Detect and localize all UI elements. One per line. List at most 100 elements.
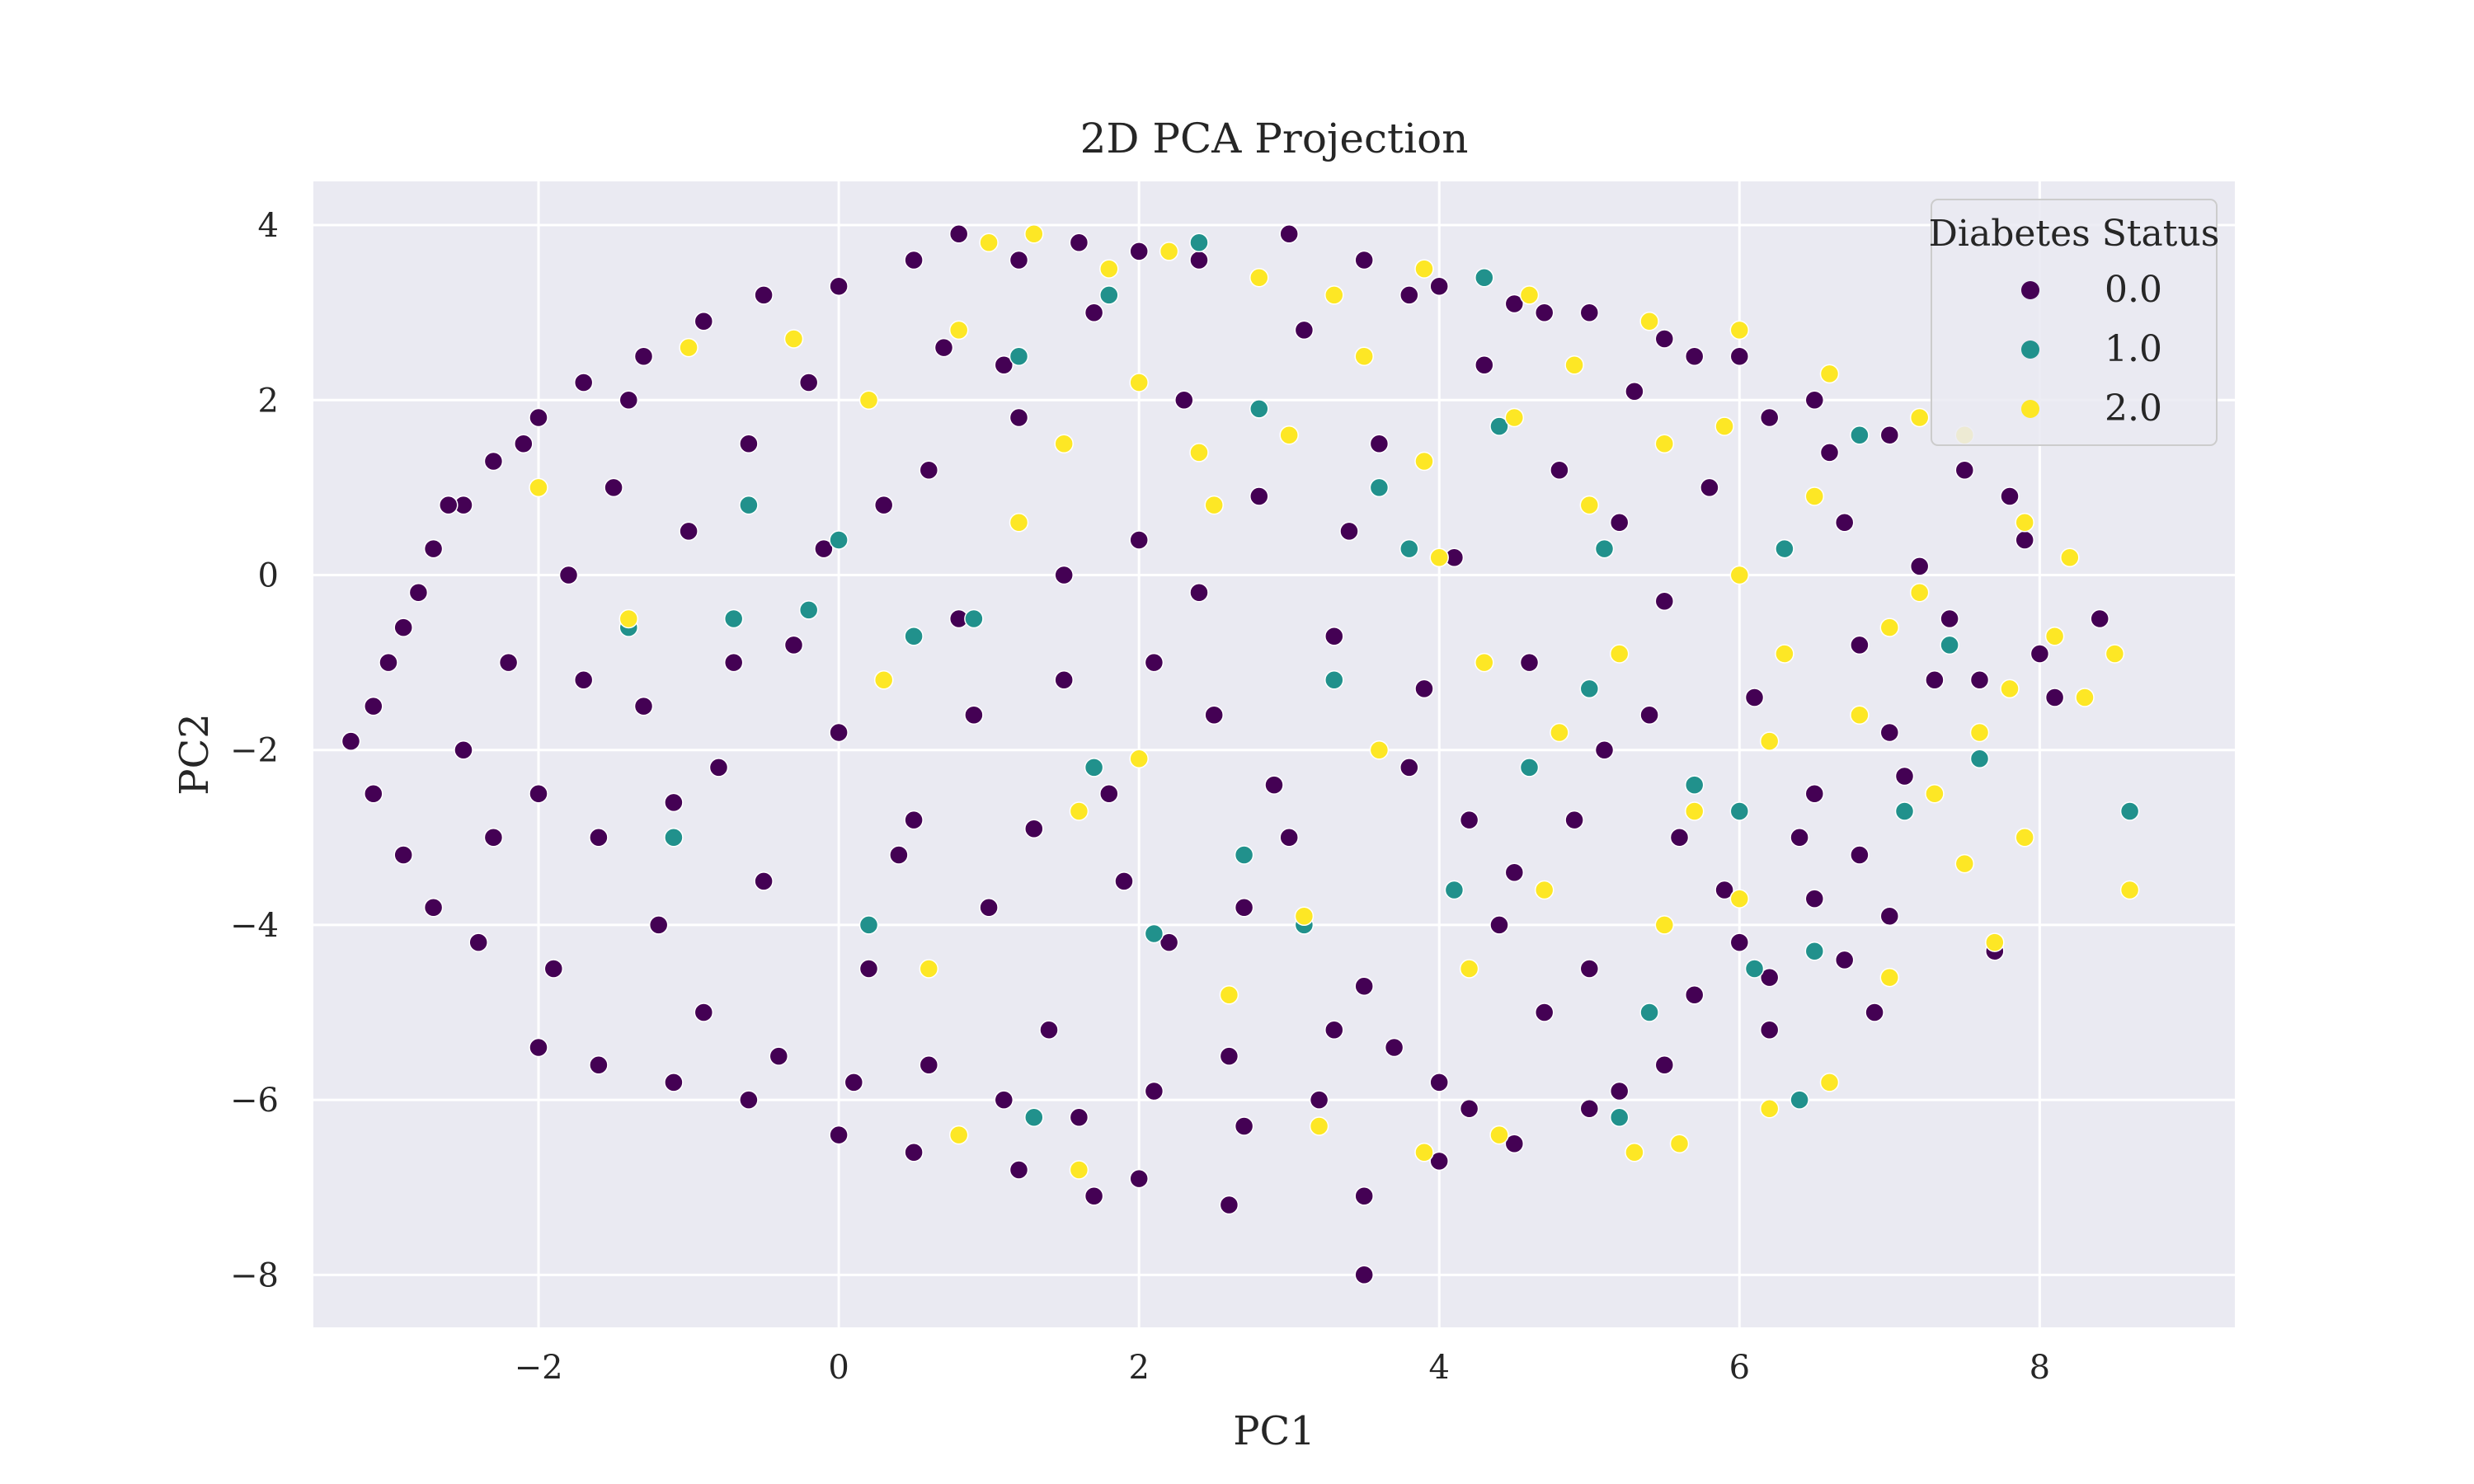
scatter-point bbox=[1819, 364, 1840, 384]
scatter-point bbox=[2119, 880, 2140, 900]
scatter-point bbox=[1534, 1003, 1554, 1022]
scatter-point bbox=[1475, 652, 1494, 673]
scatter-point bbox=[1594, 538, 1615, 559]
series-0.0 bbox=[341, 223, 2109, 1285]
x-tick-label: −2 bbox=[515, 1349, 563, 1387]
scatter-point bbox=[1354, 1186, 1374, 1206]
scatter-point bbox=[393, 618, 413, 637]
scatter-point bbox=[1954, 853, 1975, 874]
plot-area bbox=[313, 181, 2235, 1327]
scatter-point bbox=[2000, 486, 2020, 506]
scatter-point bbox=[904, 810, 924, 830]
scatter-point bbox=[1819, 1073, 1840, 1092]
scatter-point bbox=[1219, 1195, 1239, 1215]
y-axis-label: PC2 bbox=[172, 713, 218, 796]
scatter-point bbox=[1729, 320, 1750, 340]
scatter-point bbox=[994, 1090, 1014, 1110]
scatter-point bbox=[1759, 1020, 1780, 1040]
scatter-point bbox=[1834, 950, 1855, 970]
scatter-point bbox=[543, 959, 564, 979]
scatter-point bbox=[1249, 486, 1269, 506]
scatter-point bbox=[919, 460, 939, 480]
scatter-point bbox=[1144, 1081, 1164, 1101]
scatter-point bbox=[1879, 425, 1900, 445]
scatter-point bbox=[423, 897, 444, 918]
scatter-point bbox=[483, 451, 504, 472]
scatter-point bbox=[1354, 346, 1374, 366]
scatter-point bbox=[1399, 758, 1419, 777]
scatter-point bbox=[1579, 495, 1600, 515]
scatter-point bbox=[1759, 407, 1780, 428]
scatter-point bbox=[618, 608, 639, 629]
scatter-point bbox=[1339, 521, 1359, 542]
scatter-point bbox=[498, 652, 519, 673]
scatter-point bbox=[1489, 416, 1509, 436]
scatter-point bbox=[1759, 731, 1780, 751]
scatter-point bbox=[1504, 407, 1525, 428]
scatter-point bbox=[1594, 740, 1615, 760]
scatter-point bbox=[1729, 889, 1750, 909]
chart-title: 2D PCA Projection bbox=[1080, 115, 1469, 162]
scatter-point bbox=[589, 828, 609, 848]
series-2.0 bbox=[529, 223, 2140, 1180]
scatter-point bbox=[1729, 565, 1750, 585]
scatter-point bbox=[1414, 679, 1434, 699]
scatter-point bbox=[1084, 1186, 1104, 1206]
scatter-point bbox=[1684, 775, 1705, 795]
scatter-point bbox=[783, 329, 804, 349]
scatter-point bbox=[1550, 722, 1569, 743]
scatter-point bbox=[1850, 845, 1870, 865]
scatter-point bbox=[1279, 425, 1299, 445]
scatter-point bbox=[1084, 758, 1104, 777]
scatter-point bbox=[1759, 967, 1780, 988]
scatter-point bbox=[648, 915, 669, 935]
scatter-point bbox=[1369, 434, 1390, 454]
scatter-point bbox=[1159, 932, 1179, 952]
scatter-point bbox=[1069, 1107, 1089, 1128]
scatter-point bbox=[1790, 1090, 1809, 1110]
x-tick-label: 6 bbox=[1729, 1349, 1750, 1387]
scatter-point bbox=[1009, 250, 1029, 270]
scatter-point bbox=[1189, 582, 1209, 603]
scatter-point bbox=[573, 373, 594, 392]
scatter-point bbox=[1354, 250, 1374, 270]
scatter-point bbox=[1579, 1098, 1600, 1119]
scatter-point bbox=[1834, 513, 1855, 533]
scatter-point bbox=[708, 758, 729, 777]
scatter-point bbox=[1684, 801, 1705, 821]
scatter-point bbox=[1850, 425, 1870, 445]
legend-marker-0 bbox=[2021, 281, 2039, 299]
scatter-point bbox=[1129, 1168, 1149, 1189]
scatter-point bbox=[1969, 749, 1990, 769]
scatter-point bbox=[979, 897, 999, 918]
scatter-point bbox=[798, 600, 819, 620]
scatter-point bbox=[723, 608, 744, 629]
scatter-point bbox=[1009, 407, 1029, 428]
x-tick-label: 8 bbox=[2030, 1349, 2050, 1387]
scatter-point bbox=[1714, 880, 1734, 900]
scatter-point bbox=[1024, 819, 1044, 838]
scatter-point bbox=[1534, 303, 1554, 322]
scatter-point bbox=[1894, 766, 1915, 787]
scatter-point bbox=[1639, 312, 1659, 331]
scatter-point bbox=[379, 652, 398, 673]
scatter-point bbox=[1579, 679, 1600, 699]
scatter-point bbox=[1729, 801, 1750, 821]
scatter-point bbox=[1069, 1160, 1089, 1180]
scatter-point bbox=[1639, 705, 1659, 726]
scatter-point bbox=[1790, 828, 1809, 848]
legend-label-0: 0.0 bbox=[2105, 269, 2162, 311]
scatter-point bbox=[1459, 959, 1479, 979]
scatter-point bbox=[1609, 513, 1630, 533]
scatter-point bbox=[739, 495, 759, 515]
scatter-point bbox=[1504, 862, 1525, 882]
scatter-point bbox=[664, 828, 684, 848]
x-axis-label: PC1 bbox=[1233, 1408, 1315, 1454]
scatter-point bbox=[1609, 1107, 1630, 1128]
legend-title: Diabetes Status bbox=[1929, 213, 2220, 255]
scatter-point bbox=[1024, 223, 1044, 244]
scatter-point bbox=[1684, 346, 1705, 366]
scatter-point bbox=[1444, 880, 1465, 900]
scatter-point bbox=[694, 312, 714, 331]
scatter-point bbox=[873, 495, 894, 515]
